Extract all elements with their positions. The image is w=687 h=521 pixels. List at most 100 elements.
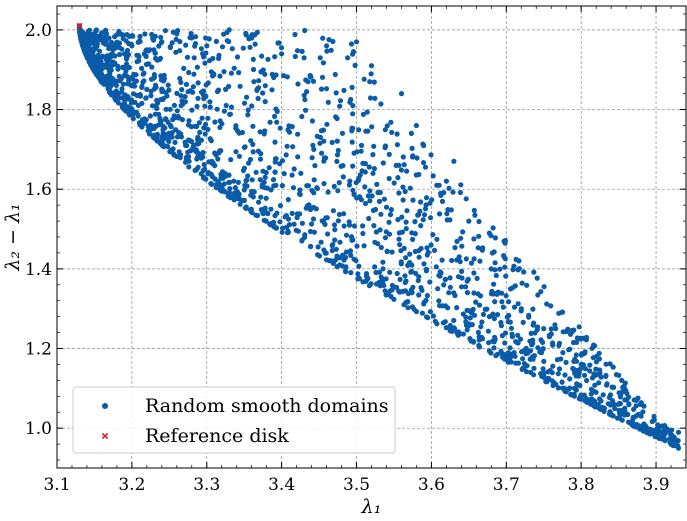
data-point <box>330 38 336 45</box>
data-point <box>325 99 331 105</box>
data-point <box>321 219 327 225</box>
data-point <box>507 319 513 325</box>
data-point <box>423 314 430 320</box>
data-point <box>137 33 143 40</box>
data-point <box>218 175 224 181</box>
data-point <box>502 264 508 270</box>
data-point <box>541 358 547 364</box>
data-point <box>295 228 301 234</box>
data-point <box>248 192 254 198</box>
data-point <box>257 129 263 135</box>
data-point <box>350 163 356 169</box>
data-point <box>289 172 295 178</box>
data-point <box>134 59 140 65</box>
data-point <box>529 354 535 360</box>
data-point <box>99 35 105 41</box>
data-point <box>474 275 480 281</box>
data-point <box>191 55 197 61</box>
data-point <box>312 163 318 169</box>
data-point <box>610 364 616 370</box>
data-point <box>247 44 253 50</box>
data-point <box>520 356 526 362</box>
data-point <box>382 145 388 151</box>
data-point <box>212 119 218 125</box>
data-point <box>552 322 558 328</box>
data-point <box>277 125 283 131</box>
data-point <box>318 86 325 92</box>
data-point <box>156 43 162 49</box>
data-point <box>366 283 373 289</box>
data-point <box>318 239 324 245</box>
data-point <box>500 304 506 310</box>
data-point <box>303 107 309 113</box>
data-point <box>581 372 588 378</box>
data-point <box>592 382 598 388</box>
data-point <box>423 266 429 272</box>
data-point <box>460 229 466 235</box>
data-point <box>329 247 335 254</box>
data-point <box>371 143 377 149</box>
data-point <box>423 202 429 208</box>
data-point <box>372 239 378 245</box>
data-point <box>554 357 561 363</box>
data-point <box>91 45 98 51</box>
data-point <box>240 167 247 174</box>
data-point <box>232 185 238 191</box>
data-point <box>290 144 296 150</box>
data-point <box>99 54 105 60</box>
data-point <box>319 150 325 156</box>
data-point <box>195 134 201 140</box>
data-point <box>185 149 191 155</box>
data-point <box>499 333 505 339</box>
data-point <box>149 31 155 38</box>
data-point <box>503 273 509 279</box>
data-point <box>357 194 363 200</box>
data-point <box>567 376 573 382</box>
data-point <box>311 229 317 235</box>
data-point <box>271 74 277 81</box>
data-point <box>382 288 388 294</box>
data-point <box>163 116 169 122</box>
data-point <box>241 144 247 150</box>
data-point <box>541 326 547 332</box>
data-point <box>446 185 452 191</box>
data-point <box>219 121 225 127</box>
data-point <box>202 60 208 66</box>
data-point <box>506 299 512 305</box>
data-point <box>258 194 264 200</box>
data-point <box>144 47 150 53</box>
data-point <box>106 76 112 82</box>
data-point <box>593 366 599 372</box>
data-point <box>571 327 577 333</box>
data-point <box>655 422 661 428</box>
data-point <box>281 73 287 79</box>
data-point <box>216 150 222 156</box>
data-point <box>404 168 410 174</box>
data-point <box>302 234 308 240</box>
data-point <box>250 66 257 73</box>
data-point <box>197 129 203 135</box>
data-point <box>427 279 433 285</box>
data-point <box>367 79 373 85</box>
data-point <box>415 212 421 218</box>
data-point <box>378 101 384 107</box>
data-point <box>452 245 458 251</box>
data-point <box>560 350 566 356</box>
data-point <box>492 235 498 241</box>
data-point <box>314 133 320 139</box>
data-point <box>466 218 472 224</box>
data-point <box>516 258 522 264</box>
data-point <box>285 216 292 222</box>
data-point <box>475 329 481 335</box>
data-point <box>607 402 614 408</box>
data-point <box>498 348 504 354</box>
data-point <box>257 156 264 162</box>
data-point <box>389 129 395 135</box>
data-point <box>350 103 356 109</box>
data-point <box>346 182 352 188</box>
data-point <box>245 112 251 118</box>
x-axis-label: λ₁ <box>361 496 382 518</box>
data-point <box>139 100 145 106</box>
data-point <box>231 65 237 71</box>
